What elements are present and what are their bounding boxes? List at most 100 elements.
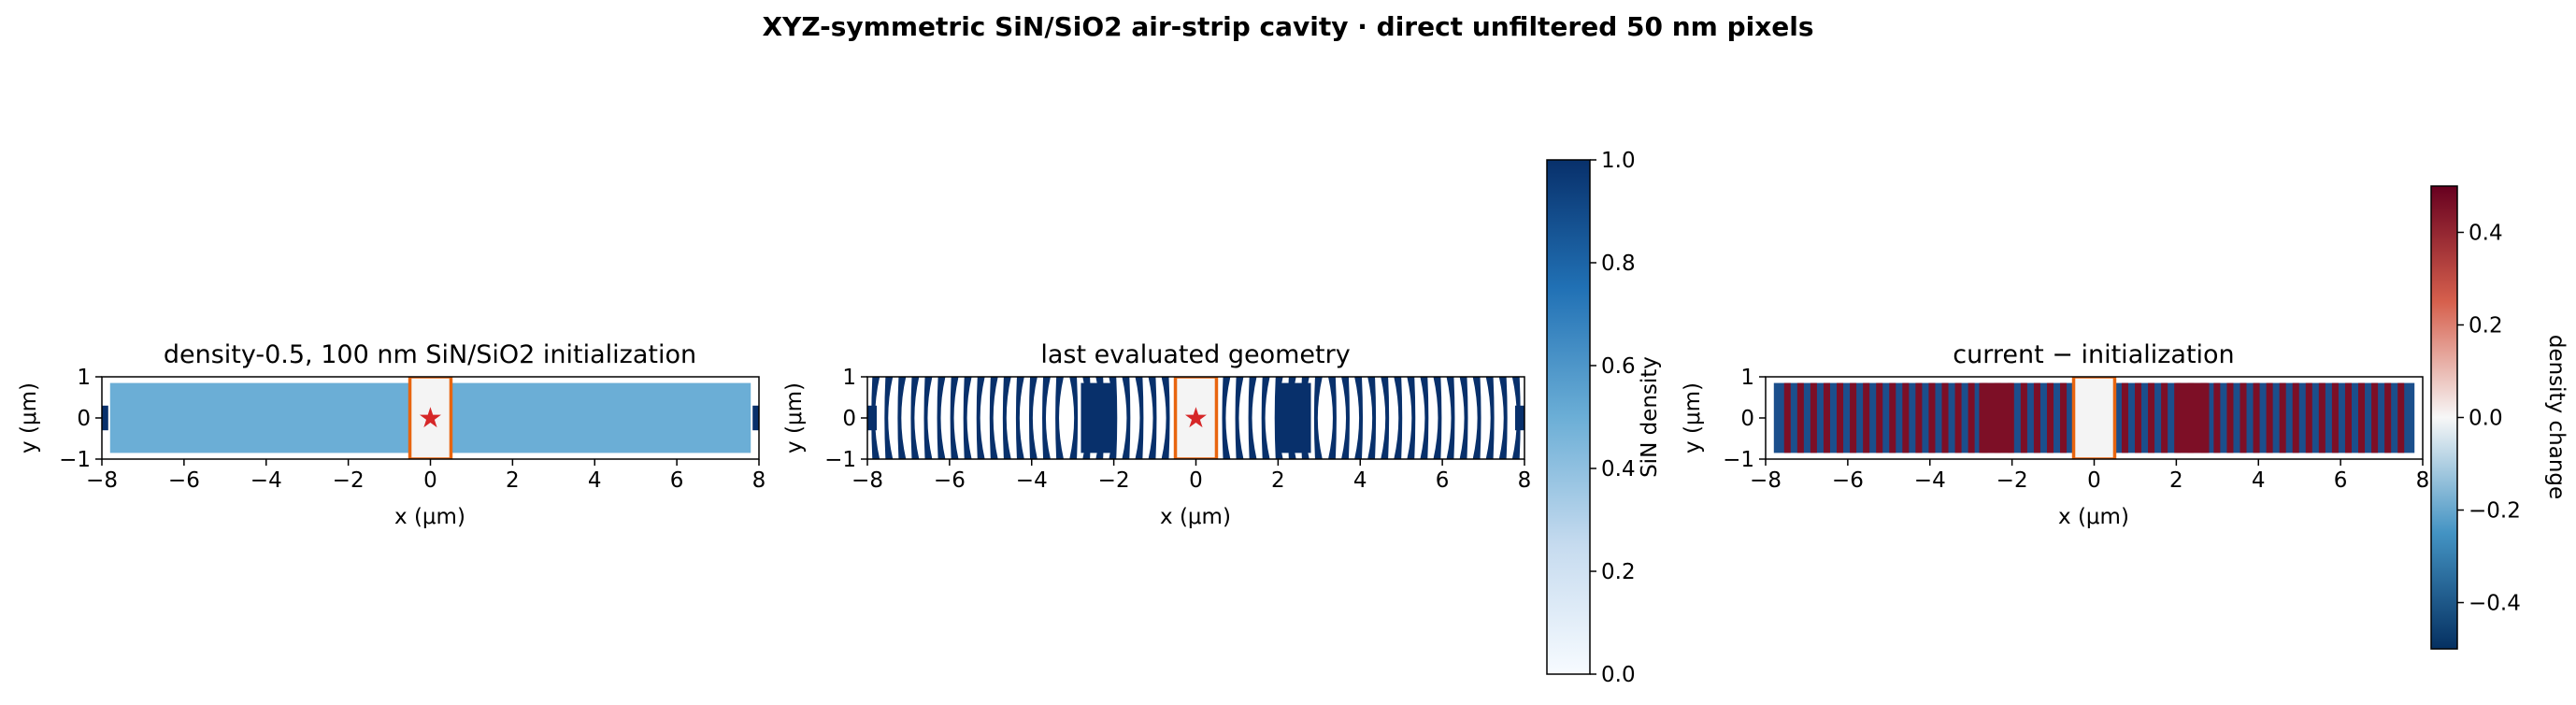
sin-stripe [1261,377,1270,459]
density-increase-stripe [2344,382,2352,453]
panel-last-geometry-ylabel: y (μm) [782,382,807,453]
panel-last-geometry-ytick-label: 0 [842,407,856,431]
density-increase-stripe [1876,382,1883,453]
panel-last-geometry-xtick-label: −6 [934,468,966,493]
sin-stripe [1433,377,1442,459]
colorbar-sin-density: 0.0 0.2 0.4 0.6 0.8 1.0 SiN density [1546,149,1662,687]
panel-initialization-xtick-label: −8 [86,468,118,493]
sin-stripe [1055,377,1065,459]
panel-difference-xtick-label: 4 [2252,468,2266,493]
panel-initialization-xtick-label: −6 [168,468,200,493]
density-increase-stripe [1783,382,1791,453]
sin-stripe [1472,377,1481,459]
sin-stripe [1222,377,1231,459]
panel-last-geometry-xtick-label: 0 [1189,468,1203,493]
panel-initialization-ylabel: y (μm) [17,382,41,453]
density-increase-stripe [2033,382,2040,453]
panel-last-geometry-xtick-label: 2 [1271,468,1285,493]
panel-initialization-xtick-label: 8 [752,468,766,493]
density-increase-stripe [2397,382,2405,453]
colorbar-tick-label: 0.0 [1601,663,1636,687]
density-increase-stripe [2148,382,2155,453]
density-increase-stripe [2371,382,2379,453]
panel-difference-ytick-label: 1 [1740,366,1754,390]
density-increase-stripe [2253,382,2260,453]
sin-stripe [1274,377,1283,459]
panel-difference-xtick-label: −6 [1832,468,1864,493]
sin-stripe [1248,377,1257,459]
panel-difference-xtick-label: −4 [1914,468,1946,493]
density-increase-stripe [1810,382,1817,453]
source-marker: ★ [1183,402,1209,435]
panel-last-geometry-ytick-label: 1 [842,366,856,390]
sin-stripe [989,377,998,459]
sin-stripe [1485,377,1495,459]
panel-initialization-xtick-label: −2 [333,468,365,493]
panel-initialization-xtick-label: 0 [423,468,437,493]
panel-difference-xtick-label: 6 [2334,468,2348,493]
panel-initialization-yaxis: −1 0 1 [59,366,102,472]
sin-stripe [976,377,985,459]
panel-initialization-xtick-label: 6 [670,468,684,493]
density-increase-stripe [1889,382,1896,453]
panel-difference-xtick-label: 2 [2169,468,2183,493]
sin-stripe [1327,377,1337,459]
source-marker: ★ [418,402,443,435]
panel-initialization-ytick-label: 1 [77,366,91,390]
panel-difference-title: current − initialization [1953,340,2234,369]
density-increase-stripe [2279,382,2286,453]
density-increase-stripe [2318,382,2326,453]
panel-initialization-xtick-label: 2 [506,468,520,493]
panel-difference-ytick-label: 0 [1740,407,1754,431]
sin-stripe [910,377,920,459]
colorbar-tick-label: 0.0 [2469,407,2503,431]
colorbar-tick-label: −0.2 [2469,499,2521,524]
colorbar-tick-label: −0.4 [2469,592,2521,616]
panel-difference-xtick-label: 8 [2416,468,2430,493]
sin-stripe [1122,377,1131,459]
figure-title: XYZ-symmetric SiN/SiO2 air-strip cavity … [762,11,1813,42]
panel-difference: current − initialization −8 −6 −4 −2 0 2 4 6 8 −… [1681,185,2569,650]
colorbar-tick-label: 0.8 [1601,252,1636,276]
sin-stripe [1511,377,1521,459]
sin-stripe [937,377,946,459]
panel-difference-xtick-label: 0 [2087,468,2101,493]
sin-stripe [1381,377,1390,459]
sin-stripe [950,377,959,459]
sin-stripe [1235,377,1244,459]
colorbar-density-change-gradient [2430,185,2458,650]
density-increase-stripe [1796,382,1804,453]
panel-difference-ytick-label: −1 [1723,448,1754,472]
panel-initialization-xtick-label: −4 [250,468,282,493]
panel-last-geometry-xaxis: −8 −6 −4 −2 0 2 4 6 8 [852,459,1531,493]
panel-difference-xtick-label: −8 [1750,468,1782,493]
panel-last-geometry-title: last evaluated geometry [1040,340,1350,369]
colorbar-sin-density-ticks: 0.0 0.2 0.4 0.6 0.8 1.0 [1590,149,1636,687]
panel-last-geometry-xtick-label: −2 [1098,468,1130,493]
sin-stripe [1341,377,1350,459]
density-increase-stripe [1915,382,1923,453]
panel-initialization-xlabel: x (μm) [394,505,465,529]
panel-initialization-plot: ★ [102,377,759,459]
colorbar-tick-label: 1.0 [1601,149,1636,173]
sin-stripe [884,377,894,459]
bus-waveguide-left [102,405,108,431]
panel-initialization-ytick-label: −1 [59,448,91,472]
sin-stripe [1367,377,1377,459]
colorbar-density-change-ticks: −0.4 −0.2 0.0 0.2 0.4 [2457,222,2521,616]
density-increase-stripe [2134,382,2142,453]
density-increase-stripe [2121,382,2128,453]
density-increase-block-left [1979,382,2012,453]
sin-stripe [1498,377,1508,459]
panel-last-geometry-plot: ★ [867,377,1524,459]
panel-initialization-xaxis: −8 −6 −4 −2 0 2 4 6 8 [86,459,766,493]
density-increase-stripe [2060,382,2068,453]
sin-stripe [1420,377,1429,459]
panel-last-geometry-xtick-label: 4 [1353,468,1367,493]
sin-stripe [1028,377,1038,459]
density-increase-stripe [1954,382,1962,453]
sin-stripe [1135,377,1144,459]
colorbar-sin-density-gradient [1546,159,1591,675]
air-strip [2071,377,2117,459]
